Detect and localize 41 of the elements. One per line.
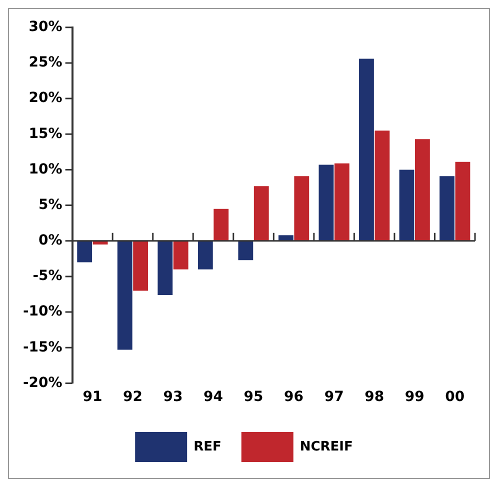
y-tick-label: 0% — [38, 232, 62, 249]
y-tick-label: 30% — [28, 19, 62, 36]
x-tick-label: 91 — [82, 389, 102, 406]
y-tick-label: 15% — [28, 126, 62, 142]
y-tick-label: 10% — [28, 161, 62, 178]
legend-label: REF — [194, 439, 222, 454]
bar — [133, 240, 148, 291]
bar — [440, 176, 454, 241]
y-tick-label: -5% — [32, 268, 62, 284]
bar — [359, 58, 374, 241]
bar — [77, 240, 92, 262]
y-tick-label: 5% — [38, 196, 62, 213]
x-tick-label: 98 — [364, 389, 384, 406]
bar — [117, 240, 132, 350]
bar — [173, 240, 188, 270]
y-tick-label: 25% — [28, 54, 62, 71]
bar — [198, 240, 213, 270]
y-tick-label: -20% — [22, 374, 62, 391]
x-tick-label: 92 — [122, 389, 142, 406]
x-tick-label: 93 — [163, 389, 183, 406]
x-tick-label: 96 — [284, 389, 304, 406]
bar — [455, 162, 470, 241]
y-tick-label: 20% — [28, 90, 62, 106]
bar — [254, 186, 269, 241]
bar — [399, 170, 414, 241]
x-tick-label: 94 — [204, 389, 224, 406]
bar — [294, 176, 310, 241]
x-tick-label: 99 — [404, 389, 424, 406]
bar — [238, 240, 254, 260]
bar — [158, 240, 173, 295]
x-tick-label: 00 — [445, 389, 465, 406]
bar — [214, 208, 229, 241]
bar — [374, 130, 390, 241]
x-tick-label: 95 — [244, 389, 264, 406]
x-tick-label: 97 — [324, 389, 344, 406]
y-tick-label: -10% — [22, 304, 62, 320]
bar — [334, 163, 350, 241]
legend-label: NCREIF — [300, 439, 353, 454]
bar — [318, 164, 334, 241]
bar — [414, 139, 430, 241]
y-tick-label: -15% — [22, 339, 62, 356]
